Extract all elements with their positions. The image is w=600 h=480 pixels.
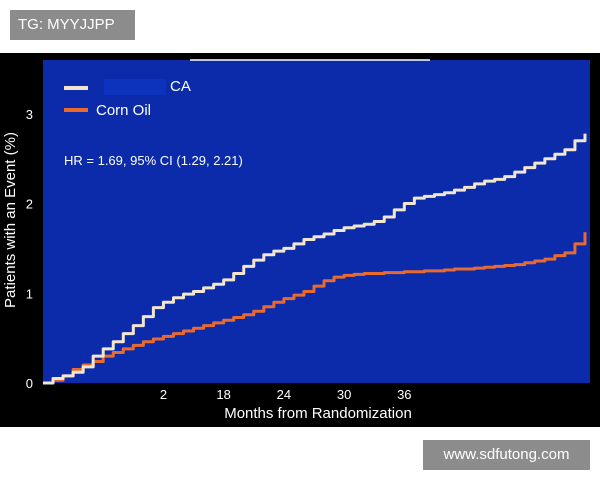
y-axis-title: Patients with an Event (%) bbox=[2, 132, 19, 308]
x-tick-label: 30 bbox=[337, 387, 351, 402]
bottom-watermark: www.sdfutong.com bbox=[423, 440, 590, 470]
x-axis-title: Months from Randomization bbox=[224, 405, 412, 422]
y-tick-label: 3 bbox=[26, 107, 33, 122]
x-tick-label: 18 bbox=[216, 387, 230, 402]
y-tick-label: 0 bbox=[26, 376, 33, 391]
y-tick-label: 1 bbox=[26, 286, 33, 301]
redacted-legend-text bbox=[104, 79, 166, 95]
hazard-ratio-annotation: HR = 1.69, 95% CI (1.29, 2.21) bbox=[64, 153, 243, 168]
legend-label-corn-oil: Corn Oil bbox=[96, 102, 151, 119]
x-tick-label: 36 bbox=[397, 387, 411, 402]
x-tick-label: 24 bbox=[277, 387, 291, 402]
series-line-ca bbox=[43, 133, 587, 385]
top-watermark: TG: MYYJJPP bbox=[10, 10, 135, 40]
y-tick-label: 2 bbox=[26, 197, 33, 212]
legend-label-ca: CA bbox=[170, 78, 191, 95]
x-tick-label: 2 bbox=[160, 387, 167, 402]
series-line-corn-oil bbox=[43, 232, 587, 385]
